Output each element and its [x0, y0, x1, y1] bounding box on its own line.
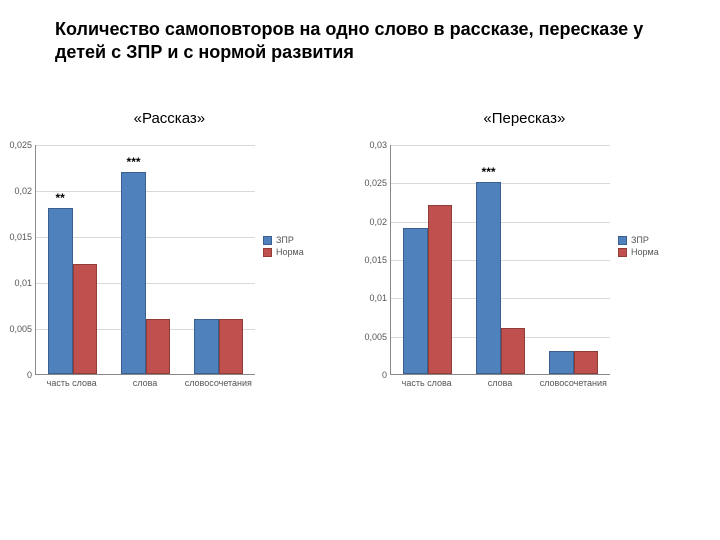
x-tick-label: словосочетания	[182, 378, 255, 388]
y-tick-label: 0,02	[369, 217, 391, 227]
bar-norma	[146, 319, 171, 374]
bars-layer	[36, 145, 255, 374]
x-axis-labels: часть словасловасловосочетания	[35, 378, 255, 388]
chart-rasskaz: «Рассказ» 00,0050,010,0150,020,025*****ч…	[35, 110, 304, 388]
significance-marker: ***	[482, 165, 496, 179]
bar-norma	[574, 351, 599, 374]
bar-norma	[73, 264, 98, 374]
chart-legend: ЗПР Норма	[618, 235, 659, 259]
legend-swatch-icon	[618, 236, 627, 245]
bar-zpr	[194, 319, 219, 374]
significance-marker: ***	[127, 155, 141, 169]
chart-subtitle: «Рассказ»	[134, 110, 205, 127]
legend-swatch-icon	[263, 236, 272, 245]
y-tick-label: 0,015	[364, 255, 391, 265]
bars-layer	[391, 145, 610, 374]
x-tick-label: слова	[463, 378, 536, 388]
bar-zpr	[549, 351, 574, 374]
y-tick-label: 0,02	[14, 186, 36, 196]
category-group	[537, 145, 610, 374]
category-group	[36, 145, 109, 374]
y-tick-label: 0,025	[364, 178, 391, 188]
x-tick-label: часть слова	[35, 378, 108, 388]
y-tick-label: 0,025	[9, 140, 36, 150]
legend-swatch-icon	[263, 248, 272, 257]
y-tick-label: 0,005	[364, 332, 391, 342]
legend-swatch-icon	[618, 248, 627, 257]
bar-zpr	[121, 172, 146, 374]
category-group	[182, 145, 255, 374]
bar-zpr	[476, 182, 501, 374]
y-tick-label: 0,005	[9, 324, 36, 334]
bar-zpr	[48, 208, 73, 374]
x-tick-label: слова	[108, 378, 181, 388]
bar-norma	[428, 205, 453, 374]
y-tick-label: 0	[27, 370, 36, 380]
legend-label: Норма	[631, 247, 659, 257]
chart-pereskaz: «Пересказ» 00,0050,010,0150,020,0250,03*…	[390, 110, 659, 388]
y-tick-label: 0,03	[369, 140, 391, 150]
category-group	[109, 145, 182, 374]
legend-label: ЗПР	[276, 235, 294, 245]
y-tick-label: 0,015	[9, 232, 36, 242]
legend-item-norma: Норма	[263, 247, 304, 257]
chart-subtitle: «Пересказ»	[483, 110, 565, 127]
category-group	[464, 145, 537, 374]
chart-legend: ЗПР Норма	[263, 235, 304, 259]
y-tick-label: 0,01	[369, 293, 391, 303]
category-group	[391, 145, 464, 374]
page-title: Количество самоповторов на одно слово в …	[55, 18, 675, 65]
chart-plot-area: 00,0050,010,0150,020,025*****	[35, 145, 255, 375]
x-axis-labels: часть словасловасловосочетания	[390, 378, 610, 388]
legend-item-norma: Норма	[618, 247, 659, 257]
legend-label: ЗПР	[631, 235, 649, 245]
y-tick-label: 0,01	[14, 278, 36, 288]
bar-norma	[501, 328, 526, 374]
x-tick-label: словосочетания	[537, 378, 610, 388]
x-tick-label: часть слова	[390, 378, 463, 388]
bar-norma	[219, 319, 244, 374]
significance-marker: **	[56, 191, 65, 205]
y-tick-label: 0	[382, 370, 391, 380]
bar-zpr	[403, 228, 428, 374]
legend-label: Норма	[276, 247, 304, 257]
legend-item-zpr: ЗПР	[263, 235, 304, 245]
legend-item-zpr: ЗПР	[618, 235, 659, 245]
chart-plot-area: 00,0050,010,0150,020,0250,03***	[390, 145, 610, 375]
